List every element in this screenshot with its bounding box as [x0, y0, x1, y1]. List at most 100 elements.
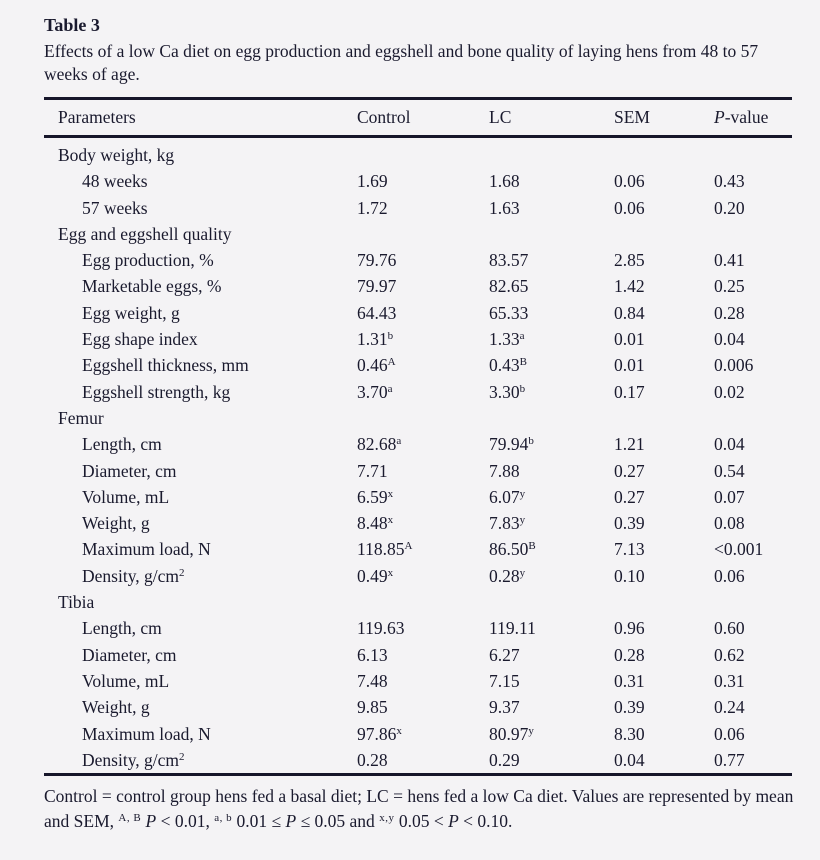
parameter-cell: Density, g/cm2	[82, 749, 186, 770]
parameter-cell: 57 weeks	[82, 197, 148, 218]
data-row: Length, cm 119.63 119.11 0.96 0.60	[44, 615, 792, 641]
control-cell: 64.43	[357, 302, 397, 323]
parameter-cell: Maximum load, N	[82, 723, 211, 744]
lc-cell: 1.68	[489, 171, 520, 192]
control-cell: 0.46A	[357, 355, 397, 376]
p-value-cell: 0.60	[714, 618, 745, 639]
column-header-sem: SEM	[600, 98, 700, 138]
table-caption: Effects of a low Ca diet on egg producti…	[44, 41, 759, 84]
control-cell: 1.31b	[357, 329, 394, 350]
lc-cell: 65.33	[489, 302, 529, 323]
data-row: 48 weeks 1.69 1.68 0.06 0.43	[44, 168, 792, 194]
lc-cell: 0.28y	[489, 565, 526, 586]
parameter-cell: Maximum load, N	[82, 539, 211, 560]
data-row: Length, cm 82.68a 79.94b 1.21 0.04	[44, 431, 792, 457]
control-cell: 118.85A	[357, 539, 413, 560]
control-cell: 6.59x	[357, 486, 394, 507]
control-cell: 3.70a	[357, 381, 394, 402]
sem-cell: 0.39	[614, 513, 645, 534]
data-row: Diameter, cm 6.13 6.27 0.28 0.62	[44, 642, 792, 668]
sem-cell: 0.84	[614, 302, 645, 323]
sem-cell: 0.27	[614, 460, 645, 481]
p-value-cell: 0.41	[714, 250, 745, 271]
parameter-cell: Egg production, %	[82, 250, 214, 271]
data-row: Density, g/cm2 0.49x 0.28y 0.10 0.06	[44, 563, 792, 589]
parameter-cell: Eggshell strength, kg	[82, 381, 231, 402]
p-value-cell: 0.06	[714, 723, 745, 744]
footnote: Control = control group hens fed a basal…	[44, 786, 572, 807]
control-cell: 79.97	[357, 276, 397, 297]
column-header-lc: LC	[475, 98, 600, 138]
p-value-cell: 0.31	[714, 670, 745, 691]
p-value-cell: 0.20	[714, 197, 745, 218]
sem-cell: 0.10	[614, 565, 645, 586]
control-cell: 82.68a	[357, 434, 402, 455]
lc-cell: 6.27	[489, 644, 520, 665]
sem-cell: 0.31	[614, 670, 645, 691]
parameter-cell: Length, cm	[82, 618, 162, 639]
control-cell: 6.13	[357, 644, 388, 665]
control-cell: 1.72	[357, 197, 388, 218]
table-footnotes: Control = control group hens fed a basal…	[44, 784, 800, 834]
data-row: Density, g/cm2 0.28 0.29 0.04 0.77	[44, 747, 792, 775]
sem-cell: 0.39	[614, 697, 645, 718]
data-row: Eggshell thickness, mm 0.46A 0.43B 0.01 0.00…	[44, 352, 792, 378]
lc-cell: 82.65	[489, 276, 529, 297]
data-row: Marketable eggs, % 79.97 82.65 1.42 0.25	[44, 273, 792, 299]
parameter-cell: 48 weeks	[82, 171, 148, 192]
parameter-cell: Egg shape index	[82, 329, 198, 350]
p-value-cell: 0.07	[714, 486, 745, 507]
p-value-cell: 0.43	[714, 171, 745, 192]
data-row: Weight, g 9.85 9.37 0.39 0.24	[44, 694, 792, 720]
column-header-control: Control	[343, 98, 475, 138]
data-row: Maximum load, N 118.85A 86.50B 7.13 <0.001	[44, 536, 792, 562]
section-row: Egg and eggshell quality	[44, 221, 792, 247]
p-value-cell: 0.77	[714, 749, 745, 770]
section-row: Tibia	[44, 589, 792, 615]
sem-cell: 0.01	[614, 329, 645, 350]
lc-cell: 119.11	[489, 618, 536, 639]
data-row: Volume, mL 7.48 7.15 0.31 0.31	[44, 668, 792, 694]
sem-cell: 0.04	[614, 749, 645, 770]
lc-cell: 86.50B	[489, 539, 537, 560]
sem-cell: 0.27	[614, 486, 645, 507]
control-cell: 97.86x	[357, 723, 403, 744]
lc-cell: 6.07y	[489, 486, 526, 507]
sem-cell: 7.13	[614, 539, 645, 560]
parameter-cell: Volume, mL	[82, 670, 170, 691]
data-table: Parameters Control LC SEM P-value Body weigh…	[44, 97, 792, 777]
sem-cell: 1.21	[614, 434, 645, 455]
parameter-cell: Volume, mL	[82, 486, 170, 507]
data-row: Egg weight, g 64.43 65.33 0.84 0.28	[44, 300, 792, 326]
lc-cell: 1.33a	[489, 329, 526, 350]
parameter-cell: Density, g/cm2	[82, 565, 186, 586]
parameter-cell: Weight, g	[82, 697, 150, 718]
sem-cell: 8.30	[614, 723, 645, 744]
data-row: Eggshell strength, kg 3.70a 3.30b 0.17 0.02	[44, 379, 792, 405]
parameter-cell: Diameter, cm	[82, 460, 177, 481]
section-row: Body weight, kg	[44, 137, 792, 169]
parameter-cell: Egg weight, g	[82, 302, 180, 323]
lc-cell: 7.88	[489, 460, 520, 481]
section-title: Tibia	[58, 592, 95, 613]
p-value-cell: 0.25	[714, 276, 745, 297]
sem-cell: 0.06	[614, 171, 645, 192]
data-row: Diameter, cm 7.71 7.88 0.27 0.54	[44, 458, 792, 484]
column-header-parameters: Parameters	[44, 98, 343, 138]
p-value-cell: 0.02	[714, 381, 745, 402]
p-value-cell: 0.06	[714, 565, 745, 586]
control-cell: 7.48	[357, 670, 388, 691]
control-cell: 119.63	[357, 618, 405, 639]
lc-cell: 1.63	[489, 197, 520, 218]
section-title: Egg and eggshell quality	[58, 223, 232, 244]
sem-cell: 0.06	[614, 197, 645, 218]
control-cell: 7.71	[357, 460, 388, 481]
sem-cell: 0.17	[614, 381, 645, 402]
table-header: Parameters Control LC SEM P-value	[44, 98, 792, 138]
p-value-cell: 0.006	[714, 355, 754, 376]
p-value-cell: <0.001	[714, 539, 764, 560]
parameter-cell: Length, cm	[82, 434, 162, 455]
data-row: Maximum load, N 97.86x 80.97y 8.30 0.06	[44, 721, 792, 747]
p-value-cell: 0.08	[714, 513, 745, 534]
p-value-cell: 0.04	[714, 434, 745, 455]
